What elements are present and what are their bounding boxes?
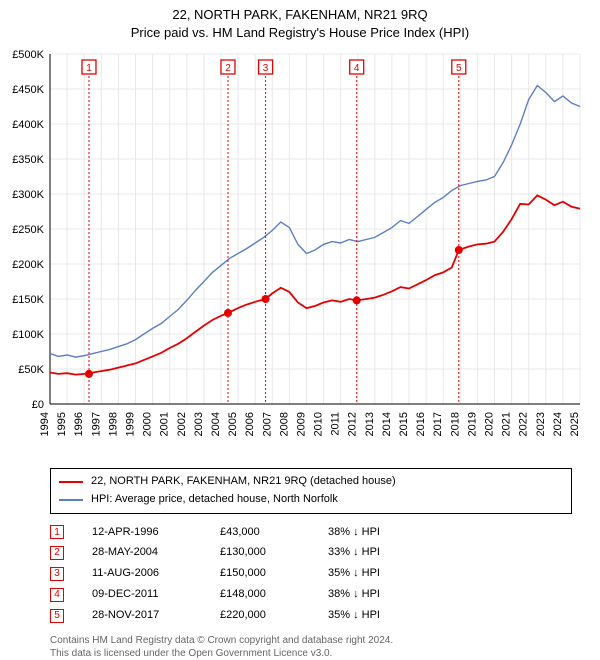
svg-text:2008: 2008: [278, 412, 290, 436]
svg-text:1996: 1996: [73, 412, 85, 436]
svg-text:2015: 2015: [398, 412, 410, 436]
svg-text:3: 3: [263, 63, 269, 74]
svg-text:2012: 2012: [347, 412, 359, 436]
svg-text:1999: 1999: [124, 412, 136, 436]
svg-text:£150K: £150K: [12, 294, 44, 306]
attribution: Contains HM Land Registry data © Crown c…: [50, 634, 572, 660]
transaction-price: £148,000: [220, 584, 300, 605]
svg-text:2019: 2019: [466, 412, 478, 436]
transaction-badge: 1: [50, 525, 64, 539]
svg-text:1998: 1998: [107, 412, 119, 436]
transaction-date: 12-APR-1996: [92, 522, 192, 543]
svg-text:2004: 2004: [210, 412, 222, 436]
svg-text:2000: 2000: [142, 412, 154, 436]
transaction-badge: 2: [50, 546, 64, 560]
legend-row: 22, NORTH PARK, FAKENHAM, NR21 9RQ (deta…: [59, 473, 563, 491]
transaction-date: 28-MAY-2004: [92, 542, 192, 563]
transaction-pct: 33% ↓ HPI: [328, 542, 418, 563]
legend-swatch: [59, 481, 83, 483]
svg-text:2023: 2023: [535, 412, 547, 436]
svg-text:2013: 2013: [364, 412, 376, 436]
svg-text:2006: 2006: [244, 412, 256, 436]
transaction-pct: 38% ↓ HPI: [328, 584, 418, 605]
svg-text:2005: 2005: [227, 412, 239, 436]
svg-text:1994: 1994: [39, 412, 51, 436]
transaction-date: 09-DEC-2011: [92, 584, 192, 605]
transaction-date: 11-AUG-2006: [92, 563, 192, 584]
attribution-line1: Contains HM Land Registry data © Crown c…: [50, 634, 572, 647]
legend-swatch: [59, 499, 83, 501]
legend-box: 22, NORTH PARK, FAKENHAM, NR21 9RQ (deta…: [50, 468, 572, 513]
attribution-line2: This data is licensed under the Open Gov…: [50, 647, 572, 660]
transaction-pct: 35% ↓ HPI: [328, 563, 418, 584]
svg-text:1: 1: [86, 63, 92, 74]
svg-text:2003: 2003: [193, 412, 205, 436]
transaction-badge: 3: [50, 567, 64, 581]
chart-titles: 22, NORTH PARK, FAKENHAM, NR21 9RQ Price…: [0, 0, 600, 44]
svg-text:2022: 2022: [518, 412, 530, 436]
svg-text:2025: 2025: [569, 412, 581, 436]
svg-text:2: 2: [225, 63, 231, 74]
svg-text:£500K: £500K: [12, 49, 44, 61]
transaction-price: £150,000: [220, 563, 300, 584]
svg-text:£350K: £350K: [12, 154, 44, 166]
svg-text:1997: 1997: [90, 412, 102, 436]
transaction-date: 28-NOV-2017: [92, 605, 192, 626]
table-row: 3 11-AUG-2006 £150,000 35% ↓ HPI: [50, 563, 572, 584]
svg-text:5: 5: [456, 63, 462, 74]
svg-text:2014: 2014: [381, 412, 393, 436]
transaction-table: 1 12-APR-1996 £43,000 38% ↓ HPI 2 28-MAY-2004…: [50, 522, 572, 626]
svg-text:£400K: £400K: [12, 119, 44, 131]
chart-svg: £0 £50K £100K £150K £200K £250K £300K £350K £400…: [0, 44, 600, 464]
svg-text:£250K: £250K: [12, 224, 44, 236]
svg-text:£200K: £200K: [12, 259, 44, 271]
title-address: 22, NORTH PARK, FAKENHAM, NR21 9RQ: [0, 6, 600, 24]
svg-text:2002: 2002: [176, 412, 188, 436]
transaction-badge: 4: [50, 588, 64, 602]
transaction-price: £130,000: [220, 542, 300, 563]
transaction-price: £43,000: [220, 522, 300, 543]
svg-text:£100K: £100K: [12, 329, 44, 341]
svg-text:1995: 1995: [56, 412, 68, 436]
title-subtitle: Price paid vs. HM Land Registry's House …: [0, 24, 600, 42]
transaction-badge: 5: [50, 609, 64, 623]
svg-text:2010: 2010: [313, 412, 325, 436]
table-row: 5 28-NOV-2017 £220,000 35% ↓ HPI: [50, 605, 572, 626]
svg-text:£50K: £50K: [18, 364, 44, 376]
table-row: 1 12-APR-1996 £43,000 38% ↓ HPI: [50, 522, 572, 543]
transaction-price: £220,000: [220, 605, 300, 626]
svg-text:2018: 2018: [449, 412, 461, 436]
legend-row: HPI: Average price, detached house, Nort…: [59, 491, 563, 509]
legend-label: 22, NORTH PARK, FAKENHAM, NR21 9RQ (deta…: [91, 473, 396, 491]
table-row: 2 28-MAY-2004 £130,000 33% ↓ HPI: [50, 542, 572, 563]
svg-text:2007: 2007: [261, 412, 273, 436]
transaction-pct: 35% ↓ HPI: [328, 605, 418, 626]
table-row: 4 09-DEC-2011 £148,000 38% ↓ HPI: [50, 584, 572, 605]
svg-text:2009: 2009: [295, 412, 307, 436]
legend-label: HPI: Average price, detached house, Nort…: [91, 491, 338, 509]
svg-text:2001: 2001: [159, 412, 171, 436]
svg-text:£450K: £450K: [12, 84, 44, 96]
svg-text:£0: £0: [32, 399, 44, 411]
svg-text:2021: 2021: [501, 412, 513, 436]
svg-text:4: 4: [354, 63, 360, 74]
svg-text:2020: 2020: [484, 412, 496, 436]
svg-text:£300K: £300K: [12, 189, 44, 201]
chart-container: 22, NORTH PARK, FAKENHAM, NR21 9RQ Price…: [0, 0, 600, 650]
svg-text:2011: 2011: [330, 412, 342, 436]
svg-text:2017: 2017: [432, 412, 444, 436]
chart-plot-area: £0 £50K £100K £150K £200K £250K £300K £350K £400…: [0, 44, 600, 464]
transaction-pct: 38% ↓ HPI: [328, 522, 418, 543]
svg-text:2024: 2024: [552, 412, 564, 436]
svg-text:2016: 2016: [415, 412, 427, 436]
